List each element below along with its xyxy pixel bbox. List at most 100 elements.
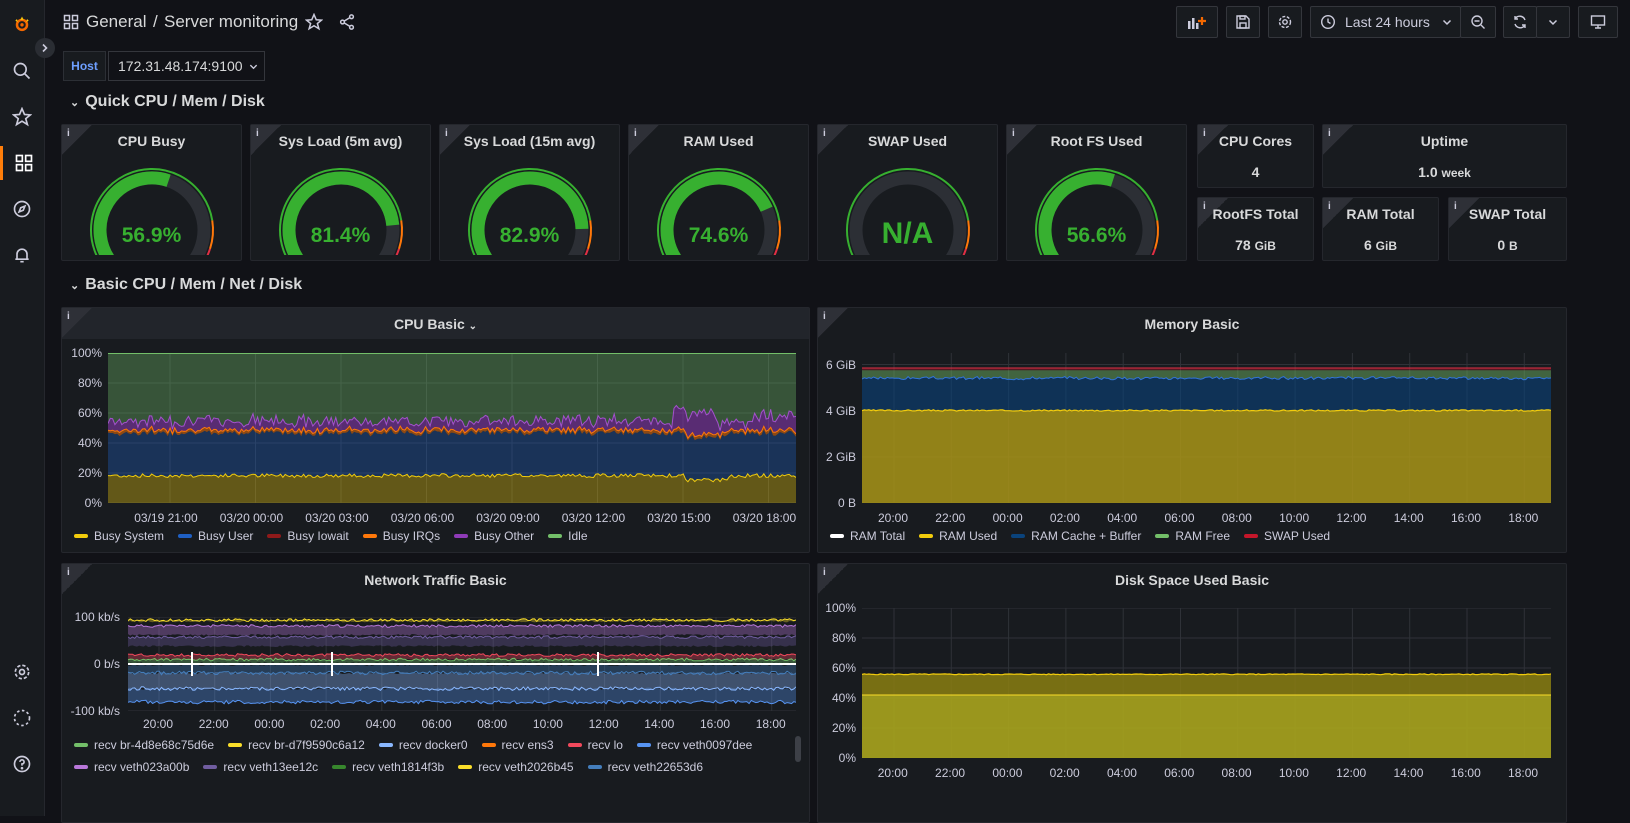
alerting-icon[interactable] bbox=[5, 238, 39, 272]
info-icon[interactable]: i bbox=[1007, 125, 1037, 155]
legend-item[interactable]: recv veth2026b45 bbox=[458, 756, 574, 778]
panel-memory-basic[interactable]: i Memory Basic RAM Total RAM Used RAM Cach… bbox=[817, 307, 1567, 553]
legend-item[interactable]: RAM Used bbox=[919, 525, 997, 547]
info-icon[interactable]: i bbox=[818, 308, 848, 338]
y-tick-label: 2 GiB bbox=[825, 449, 856, 464]
info-icon[interactable]: i bbox=[818, 564, 848, 594]
legend-item[interactable]: Busy Other bbox=[454, 525, 534, 547]
dashboard-title[interactable]: Server monitoring bbox=[164, 12, 299, 31]
stat-panel-cpu-cores[interactable]: i CPU Cores 4 bbox=[1197, 124, 1314, 188]
line-disk-used-a bbox=[862, 673, 1551, 676]
gauge-panel[interactable]: i Sys Load (15m avg) 82.9% bbox=[439, 124, 620, 261]
stat-unit: GiB bbox=[1254, 239, 1276, 253]
share-icon[interactable] bbox=[338, 13, 356, 36]
dashboard-settings-button[interactable] bbox=[1268, 6, 1302, 38]
info-icon[interactable]: i bbox=[1323, 198, 1353, 228]
legend-item[interactable]: recv ens3 bbox=[481, 734, 554, 756]
stat-panel-ram-total[interactable]: i RAM Total 6 GiB bbox=[1322, 197, 1439, 261]
refresh-interval-dropdown[interactable] bbox=[1536, 6, 1570, 38]
legend-color-swatch bbox=[74, 743, 88, 747]
legend-item[interactable]: recv docker0 bbox=[378, 734, 468, 756]
legend-item[interactable]: recv veth023a00b bbox=[74, 756, 189, 778]
gauge-panel[interactable]: i SWAP Used N/A bbox=[817, 124, 998, 261]
legend-item[interactable]: recv veth13ee12c bbox=[203, 756, 318, 778]
legend-item[interactable]: Busy User bbox=[178, 525, 253, 547]
legend-item[interactable]: Busy System bbox=[74, 525, 164, 547]
legend-label: recv ens3 bbox=[501, 738, 554, 752]
expand-sidebar-button[interactable] bbox=[35, 38, 55, 58]
panel-disk-space-used-basic[interactable]: i Disk Space Used Basic 100% 80% 60% 40% 20%… bbox=[817, 563, 1567, 823]
info-icon[interactable]: i bbox=[251, 125, 281, 155]
row-basic-cpu-mem-net-disk[interactable]: ⌄ Basic CPU / Mem / Net / Disk bbox=[70, 276, 302, 294]
info-icon[interactable]: i bbox=[1198, 125, 1228, 155]
stat-panel-rootfs-total[interactable]: i RootFS Total 78 GiB bbox=[1197, 197, 1314, 261]
starred-icon[interactable] bbox=[5, 100, 39, 134]
legend-item[interactable]: RAM Total bbox=[830, 525, 905, 547]
legend-color-swatch bbox=[458, 765, 473, 769]
series-disk-used-a bbox=[862, 673, 1551, 695]
info-icon[interactable]: i bbox=[62, 308, 92, 338]
legend-color-swatch bbox=[74, 765, 88, 769]
info-icon[interactable]: i bbox=[629, 125, 659, 155]
gauge-panel[interactable]: i CPU Busy 56.9% bbox=[61, 124, 242, 261]
dashboards-icon[interactable] bbox=[0, 146, 45, 180]
legend-label: recv br-d7f9590c6a12 bbox=[248, 738, 365, 752]
info-icon[interactable]: i bbox=[440, 125, 470, 155]
panel-title[interactable]: CPU Basic ⌄ bbox=[62, 316, 809, 332]
gauge-panel[interactable]: i RAM Used 74.6% bbox=[628, 124, 809, 261]
explore-icon[interactable] bbox=[5, 192, 39, 226]
legend-label: RAM Free bbox=[1175, 529, 1231, 543]
y-tick-label: 4 GiB bbox=[825, 403, 856, 418]
panel-network-traffic-basic[interactable]: i Network Traffic Basic recv br-4d8e68c7… bbox=[61, 563, 810, 823]
host-variable-select[interactable]: 172.31.48.174:9100 bbox=[108, 51, 265, 81]
legend-label: RAM Total bbox=[850, 529, 906, 543]
legend-item[interactable]: recv br-d7f9590c6a12 bbox=[228, 734, 365, 756]
zoom-out-button[interactable] bbox=[1460, 6, 1496, 38]
grafana-logo-icon[interactable] bbox=[5, 7, 39, 41]
legend-item[interactable]: Busy IRQs bbox=[362, 525, 440, 547]
stat-panel-uptime[interactable]: i Uptime 1.0 week bbox=[1322, 124, 1567, 188]
series-trans-band bbox=[128, 687, 796, 704]
time-range-picker[interactable]: Last 24 hours bbox=[1310, 6, 1461, 38]
add-panel-button[interactable] bbox=[1176, 6, 1218, 38]
legend-item[interactable]: RAM Free bbox=[1155, 525, 1230, 547]
legend-label: recv veth13ee12c bbox=[223, 760, 319, 774]
gauge-panel[interactable]: i Sys Load (5m avg) 81.4% bbox=[250, 124, 431, 261]
legend-item[interactable]: recv lo bbox=[567, 734, 623, 756]
info-icon[interactable]: i bbox=[1323, 125, 1353, 155]
legend-item[interactable]: RAM Cache + Buffer bbox=[1011, 525, 1141, 547]
configuration-icon[interactable] bbox=[5, 655, 39, 689]
legend-label: Busy Other bbox=[474, 529, 535, 543]
star-dashboard-icon[interactable] bbox=[304, 12, 324, 36]
legend-item[interactable]: SWAP Used bbox=[1244, 525, 1330, 547]
legend-item[interactable]: recv veth1814f3b bbox=[332, 756, 444, 778]
info-icon[interactable]: i bbox=[62, 564, 92, 594]
panel-cpu-basic[interactable]: i CPU Basic ⌄ Busy System Busy User Busy I… bbox=[61, 307, 810, 553]
view-mode-button[interactable] bbox=[1578, 6, 1618, 38]
legend-color-swatch bbox=[1155, 534, 1170, 538]
legend-item[interactable]: recv veth0097dee bbox=[636, 734, 752, 756]
line-busy-system bbox=[108, 472, 796, 483]
user-icon[interactable] bbox=[5, 701, 39, 735]
x-tick-label: 02:00 bbox=[1049, 511, 1080, 525]
legend-item[interactable]: recv br-4d8e68c75d6e bbox=[74, 734, 214, 756]
help-icon[interactable] bbox=[5, 747, 39, 781]
chevron-down-icon: ⌄ bbox=[468, 321, 478, 332]
info-icon[interactable]: i bbox=[1198, 198, 1228, 228]
breadcrumb-folder[interactable]: General bbox=[86, 12, 147, 31]
stat-panel-swap-total[interactable]: i SWAP Total 0 B bbox=[1448, 197, 1567, 261]
refresh-button[interactable] bbox=[1503, 6, 1537, 38]
legend-scrollbar[interactable] bbox=[795, 736, 801, 762]
legend-item[interactable]: Idle bbox=[548, 525, 588, 547]
info-icon[interactable]: i bbox=[62, 125, 92, 155]
legend-item[interactable]: Busy Iowait bbox=[267, 525, 349, 547]
info-icon[interactable]: i bbox=[818, 125, 848, 155]
legend-item[interactable]: recv veth22653d6 bbox=[587, 756, 703, 778]
panel-title: Network Traffic Basic bbox=[364, 572, 507, 588]
row-quick-cpu-mem-disk[interactable]: ⌄ Quick CPU / Mem / Disk bbox=[70, 93, 265, 111]
save-dashboard-button[interactable] bbox=[1226, 6, 1260, 38]
info-icon[interactable]: i bbox=[1449, 198, 1479, 228]
search-icon[interactable] bbox=[5, 54, 39, 88]
series-recv-line bbox=[128, 635, 796, 640]
gauge-panel[interactable]: i Root FS Used 56.6% bbox=[1006, 124, 1187, 261]
